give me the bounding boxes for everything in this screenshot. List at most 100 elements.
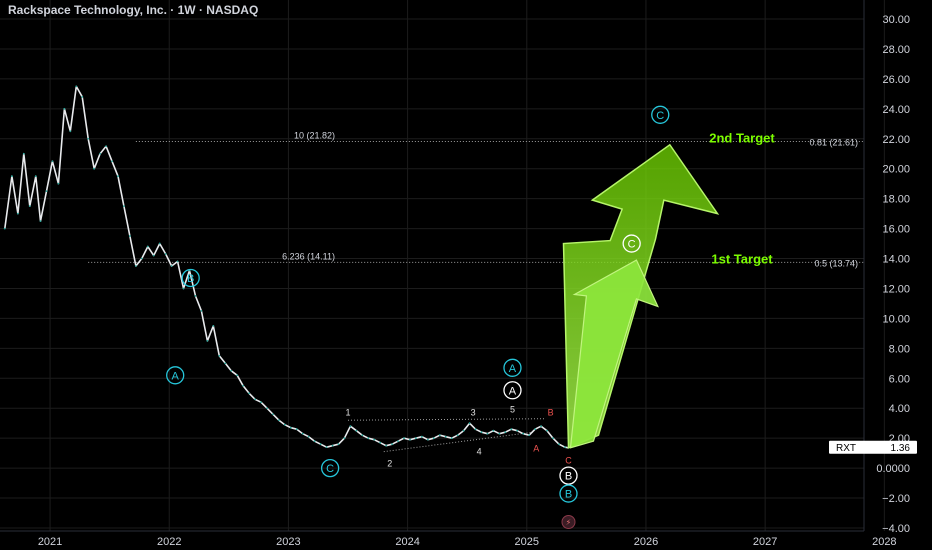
price-point <box>492 429 495 432</box>
y-tick-label: 26.00 <box>882 74 910 86</box>
price-point <box>34 175 37 178</box>
wave-label-text: A <box>509 363 517 375</box>
price-point <box>272 413 274 416</box>
wave-label-text: A <box>509 385 517 397</box>
wave-label-text: 2 <box>387 459 392 469</box>
x-tick-label: 2027 <box>753 536 777 548</box>
price-point <box>266 407 268 410</box>
wave-label-circle <box>503 358 522 377</box>
price-point <box>522 432 525 435</box>
wave-label-text: B <box>565 471 572 483</box>
price-point <box>117 175 119 178</box>
price-point <box>528 434 531 437</box>
price-point <box>415 437 417 440</box>
wave-label-circle <box>559 466 578 485</box>
lightning-icon: ⚡ <box>566 518 572 527</box>
price-point <box>331 444 334 447</box>
price-point <box>426 438 429 441</box>
price-point <box>307 435 310 438</box>
chart-title: Rackspace Technology, Inc. · 1W · NASDAQ <box>8 3 259 17</box>
price-point <box>57 182 60 185</box>
wave-label-circle <box>651 105 670 124</box>
wave-label-text: 4 <box>477 447 482 457</box>
price-point <box>152 254 155 257</box>
wave-label-text: 5 <box>510 405 515 415</box>
price-point <box>343 437 346 440</box>
price-point <box>170 265 173 267</box>
first-target-arrow <box>569 259 660 449</box>
price-point <box>93 167 96 170</box>
price-point <box>194 295 197 297</box>
price-point <box>129 235 131 237</box>
wave-label-text: C <box>326 463 334 475</box>
price-point <box>403 437 405 440</box>
price-point <box>385 444 388 447</box>
price-point <box>140 257 143 260</box>
price-point <box>468 422 471 425</box>
price-point <box>254 398 256 401</box>
price-point <box>105 145 107 148</box>
price-point <box>260 401 262 404</box>
price-point <box>516 429 519 432</box>
wave-label-circle <box>622 234 641 253</box>
x-tick-label: 2021 <box>38 536 62 548</box>
price-point <box>361 434 364 437</box>
price-point <box>176 260 179 263</box>
fib-level-left-label: 6.236 (14.11) <box>282 251 335 261</box>
y-tick-label: 24.00 <box>882 104 910 116</box>
price-line <box>4 85 569 449</box>
y-tick-label: 20.00 <box>882 164 910 176</box>
price-point <box>75 85 78 88</box>
wave-label-circle <box>559 484 578 503</box>
y-tick-label: 8.00 <box>889 343 910 355</box>
price-point <box>540 425 542 428</box>
price-point <box>337 443 340 446</box>
wave-label-circle <box>503 381 522 400</box>
last-price-label: 1.36 <box>891 443 911 454</box>
price-point <box>230 369 233 372</box>
price-point <box>444 435 447 438</box>
price-point <box>391 443 394 446</box>
y-tick-label: 18.00 <box>882 194 910 206</box>
price-point <box>289 426 292 429</box>
price-point <box>301 432 304 435</box>
y-tick-label: 28.00 <box>882 44 910 56</box>
price-point <box>558 443 560 446</box>
price-point <box>11 175 13 178</box>
wave-label-circle <box>320 458 340 478</box>
wave-label-text: C <box>565 456 572 466</box>
price-point <box>69 130 72 133</box>
price-point <box>146 245 149 248</box>
y-tick-label: −4.00 <box>882 523 910 535</box>
y-tick-label: 22.00 <box>882 134 910 146</box>
wave-label-text: 1 <box>346 408 351 418</box>
y-tick-label: 14.00 <box>882 254 910 266</box>
price-point <box>438 434 441 437</box>
price-point <box>158 242 161 245</box>
price-point <box>510 428 513 431</box>
target-label: 2nd Target <box>709 130 775 145</box>
y-tick-label: 6.00 <box>889 373 910 385</box>
price-point <box>87 137 90 140</box>
price-point <box>283 423 286 426</box>
x-tick-label: 2023 <box>276 536 300 548</box>
price-point <box>504 431 507 434</box>
price-point <box>450 437 453 440</box>
last-price-tag <box>829 440 917 454</box>
y-tick-label: 16.00 <box>882 224 910 236</box>
wave-label-text: B <box>565 489 572 501</box>
price-point <box>486 432 489 435</box>
price-point <box>212 324 215 327</box>
price-point <box>498 432 501 435</box>
price-point <box>462 429 465 432</box>
y-tick-label: −2.00 <box>882 493 910 505</box>
price-point <box>206 339 209 342</box>
price-point <box>355 429 358 432</box>
y-tick-label: 12.00 <box>882 283 910 295</box>
wave-label-circle <box>166 366 185 385</box>
price-point <box>564 446 566 449</box>
price-point <box>99 152 102 155</box>
